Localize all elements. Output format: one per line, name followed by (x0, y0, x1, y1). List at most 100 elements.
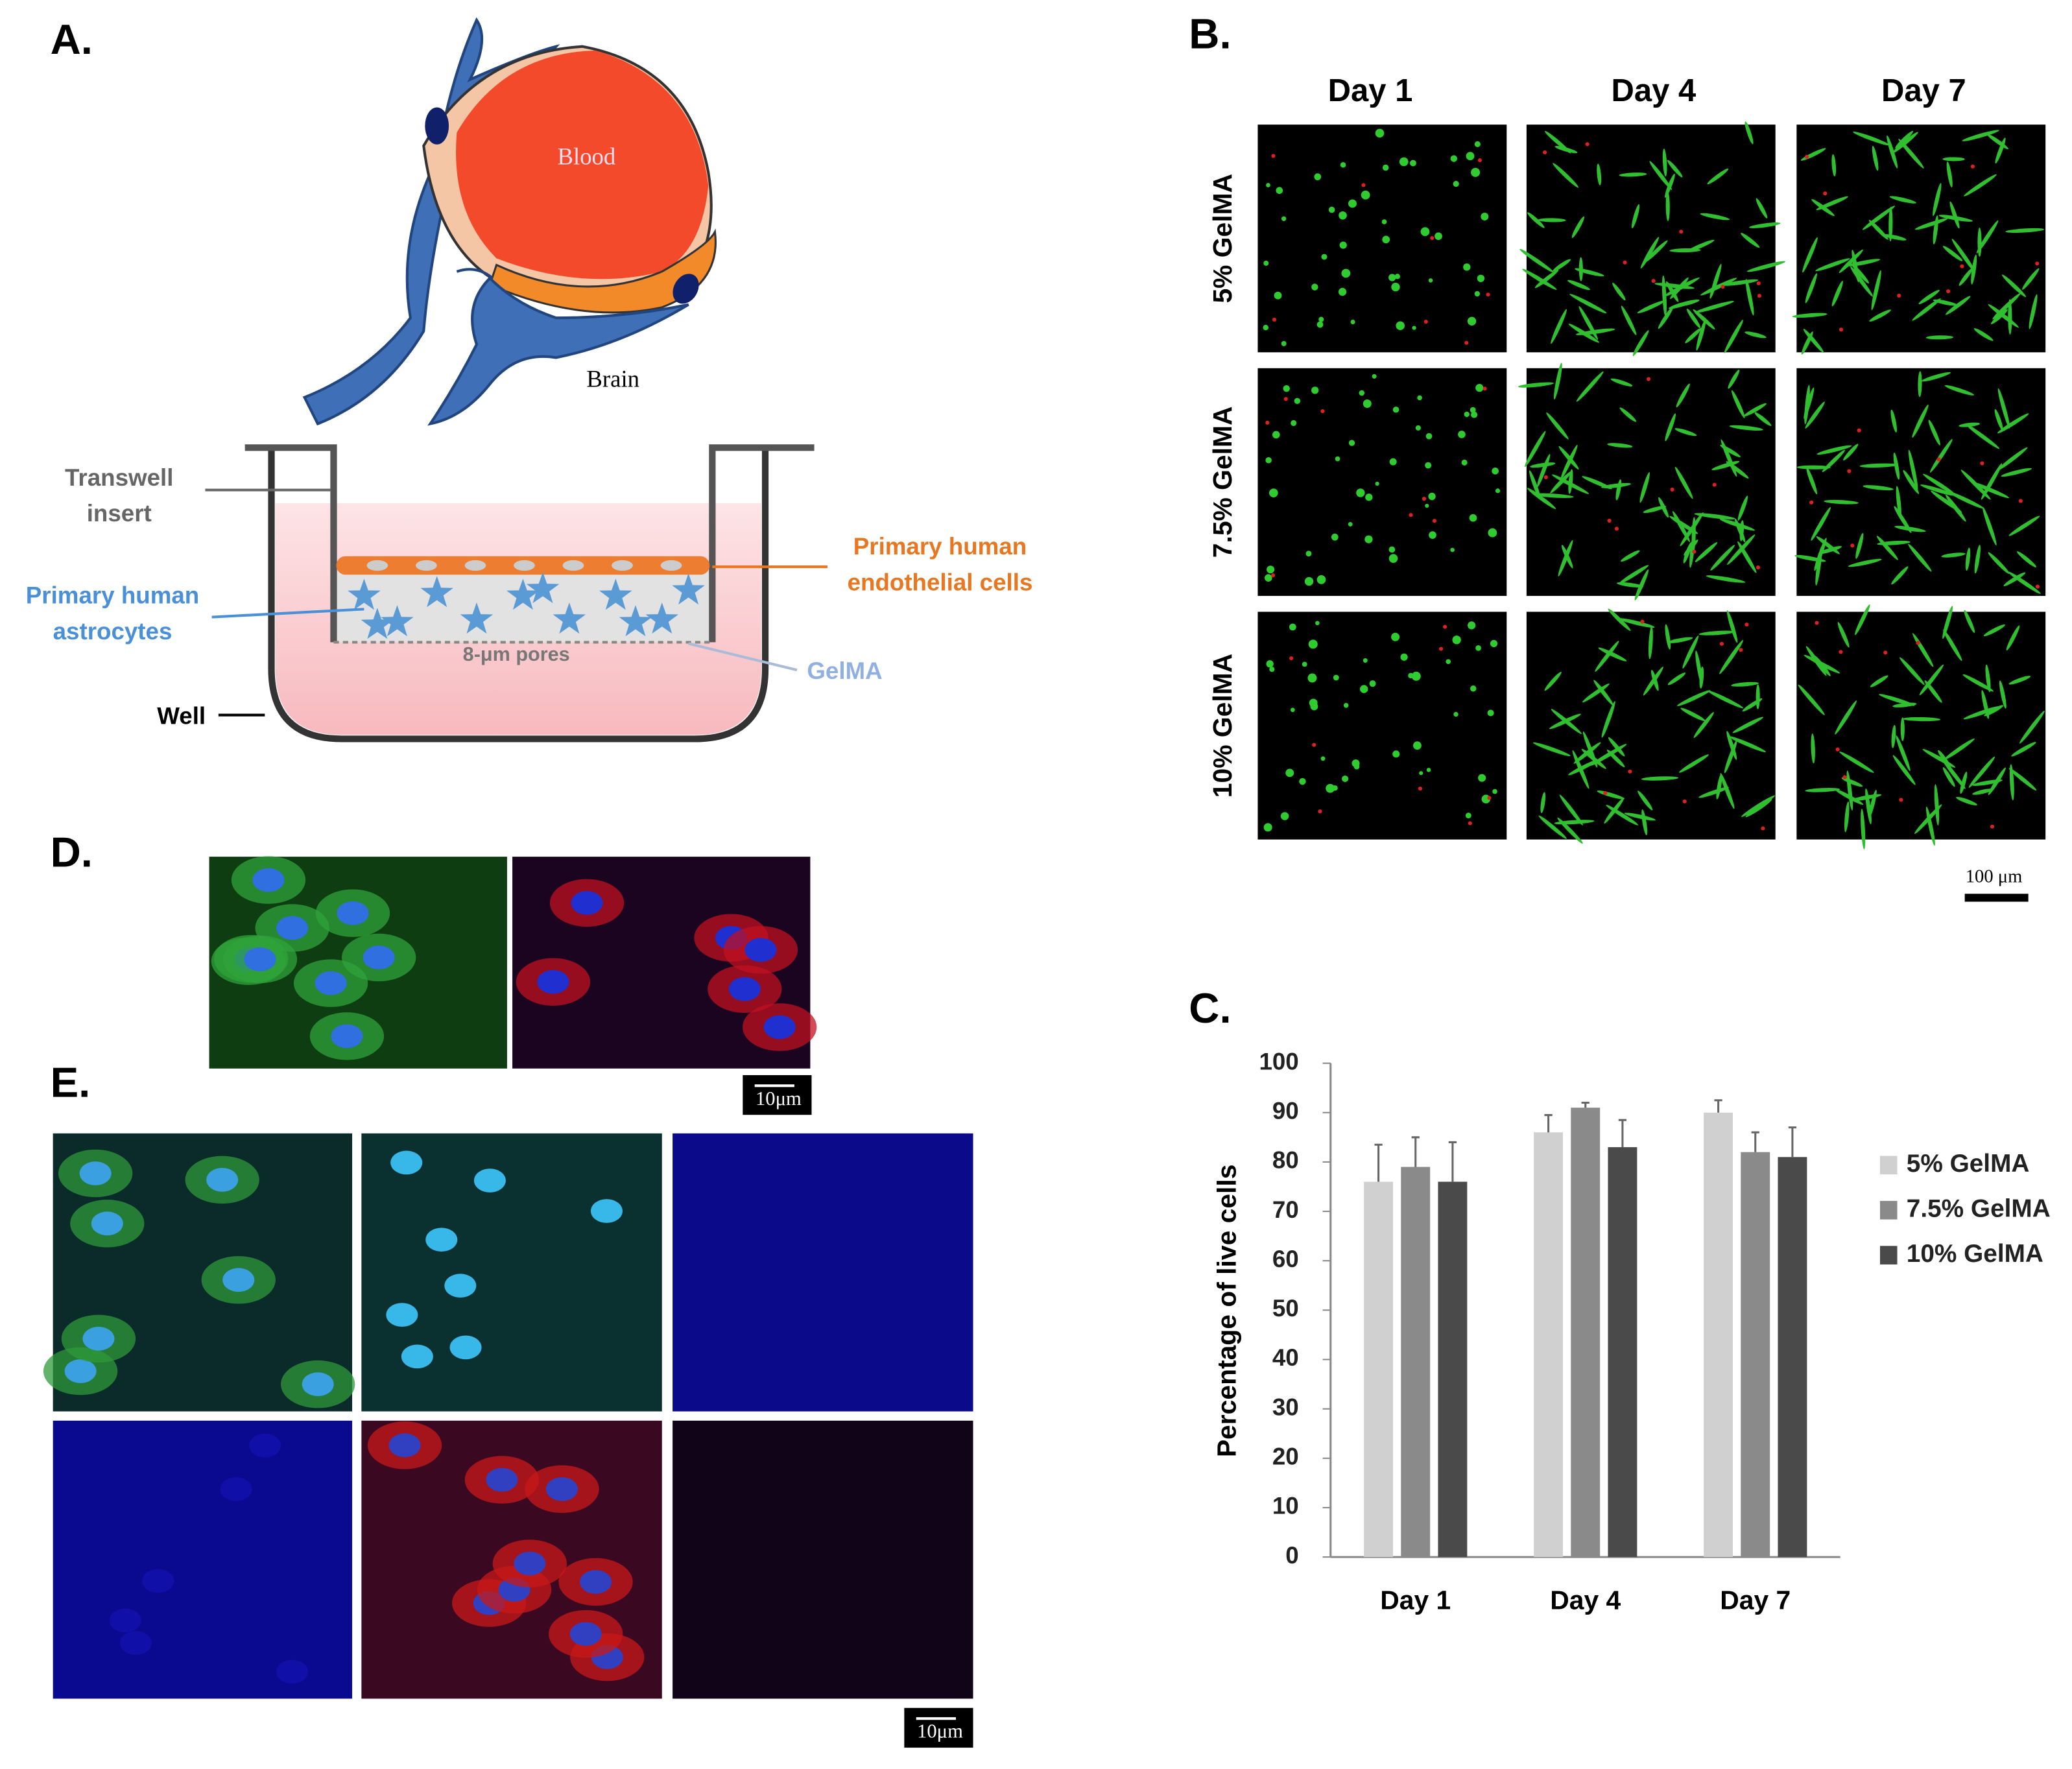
cell (1519, 248, 1554, 273)
cell (1391, 282, 1400, 292)
cell (1417, 395, 1422, 401)
cell (1988, 303, 2019, 328)
cell (1361, 190, 1370, 200)
cell (1728, 736, 1766, 752)
y-tick-label: 20 (1272, 1443, 1299, 1470)
y-tick-label: 60 (1272, 1246, 1299, 1272)
cell (1558, 445, 1579, 470)
cell (1467, 316, 1477, 326)
cell (1471, 167, 1481, 177)
cell (1816, 445, 1852, 455)
cell (1720, 444, 1741, 458)
cell (1724, 320, 1743, 353)
dead-cell (1990, 824, 1995, 829)
cell (1665, 413, 1676, 442)
cell (1335, 456, 1340, 462)
cell (1348, 199, 1357, 208)
cell (1981, 690, 1990, 719)
cell (1693, 309, 1715, 330)
cell (1637, 790, 1653, 811)
scale-bar-label: 10μm (756, 1087, 802, 1110)
cell (1446, 659, 1451, 665)
cell (1667, 637, 1693, 643)
cell (1285, 768, 1294, 778)
cell (1540, 792, 1546, 813)
cell (1593, 680, 1614, 706)
cell (1942, 246, 1963, 261)
cell (1695, 300, 1734, 313)
cell (1754, 412, 1772, 426)
label: Blood (557, 143, 615, 170)
nucleus (514, 1551, 546, 1576)
cell (1597, 163, 1602, 185)
cell (1686, 308, 1701, 329)
cell (1944, 385, 1975, 396)
cell (1677, 690, 1711, 706)
nucleus (206, 1167, 239, 1192)
cell (1918, 289, 1940, 305)
nucleus (571, 890, 603, 915)
dead-cell (1422, 497, 1426, 501)
cell (1450, 155, 1457, 162)
label: endothelial cells (848, 569, 1033, 595)
astrocyte (599, 578, 632, 610)
nucleus (109, 1608, 141, 1633)
cell (1348, 440, 1355, 446)
cell (1861, 809, 1866, 849)
dead-cell (1312, 742, 1316, 747)
cell (1870, 675, 1888, 687)
cell (1307, 673, 1317, 683)
cell (1756, 198, 1768, 219)
cell (1963, 706, 2000, 720)
cell (1872, 145, 1879, 171)
cell (1925, 335, 1954, 340)
image-background (361, 1133, 662, 1412)
cell (1544, 671, 1562, 691)
cell (1560, 445, 1578, 479)
endothelial-nucleus (612, 560, 633, 571)
x-tick-label: Day 4 (1550, 1585, 1621, 1615)
cell (1804, 385, 1810, 425)
cell (1399, 157, 1409, 167)
cell (1280, 812, 1289, 820)
dead-cell (1270, 573, 1276, 578)
cell (1617, 582, 1644, 588)
cell (1942, 157, 1965, 161)
astrocyte (361, 608, 394, 639)
cell (1492, 789, 1497, 794)
cell (1425, 503, 1429, 508)
cell (1693, 712, 1714, 739)
cell (1481, 213, 1489, 220)
cell (1546, 412, 1569, 440)
cell (1949, 201, 1960, 229)
cell (1848, 558, 1882, 567)
cell (1894, 525, 1926, 532)
dead-cell (1842, 775, 1847, 779)
cell (1471, 411, 1478, 418)
cell (1988, 767, 2006, 796)
cell (1582, 476, 1612, 490)
image-background (1257, 611, 1507, 840)
cell (1968, 756, 1995, 788)
cell (1805, 273, 1817, 303)
cell (1608, 737, 1625, 757)
dead-cell (1265, 420, 1270, 425)
column-header: Day 7 (1881, 73, 1966, 108)
astrocyte (553, 602, 586, 634)
cell (1266, 660, 1274, 668)
cell (1956, 796, 1977, 805)
cell (1707, 168, 1729, 185)
cell (1698, 787, 1730, 798)
cell (1283, 385, 1290, 392)
bar (1364, 1181, 1394, 1558)
cell (1571, 216, 1585, 238)
cell (1965, 423, 2000, 449)
cell (1737, 495, 1748, 521)
nucleus (220, 1477, 252, 1501)
cell (1964, 610, 1975, 634)
cell (1341, 268, 1351, 278)
cell (1643, 505, 1667, 514)
cell (1388, 554, 1398, 563)
cell (1363, 399, 1372, 408)
cell (1348, 521, 1353, 527)
